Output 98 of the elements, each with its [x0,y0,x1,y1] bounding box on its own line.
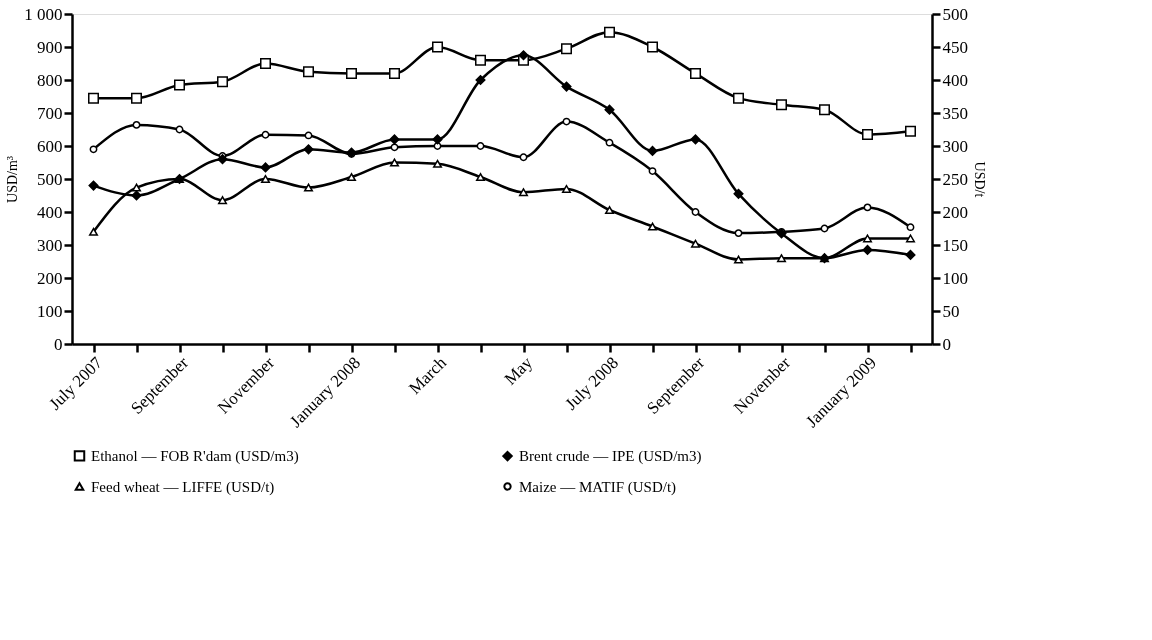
point [261,130,270,139]
point [734,229,743,238]
point [647,41,658,53]
y-tick-label: 200 [37,268,63,288]
point [733,255,744,264]
point [217,76,228,88]
y-tick-label: 100 [37,301,63,321]
point [905,234,916,243]
point [132,120,141,129]
point [647,145,658,156]
point [303,144,314,155]
y2-tick-label: 500 [942,4,968,24]
y2-axis-title: USD/t [972,161,987,198]
y2-tick-label: 250 [942,169,968,189]
point [175,125,184,134]
point [389,134,400,145]
y-tick-label: 0 [54,334,63,354]
x-tick-label: May [500,352,537,389]
y-tick-label: 300 [37,235,63,255]
point [906,223,915,232]
point [304,131,313,140]
point [476,142,485,150]
point [519,153,528,162]
y2-tick-label: 150 [942,235,968,255]
point [776,99,787,111]
point [390,143,399,152]
point [561,43,572,55]
point [217,196,228,205]
point [605,138,614,147]
point [562,117,571,126]
y-tick-label: 600 [37,136,63,156]
point [690,239,701,248]
point [518,50,529,61]
point [862,244,873,255]
point [217,154,228,165]
point [88,227,99,236]
point [260,174,271,184]
y2-tick-label: 350 [942,103,968,123]
y2-tick-label: 200 [942,202,968,222]
y-tick-label: 800 [37,70,63,90]
point [905,249,916,260]
point [131,190,142,201]
point [475,54,486,66]
legend-label: Maize — MATIF (USD/t) [519,478,677,496]
point [733,92,744,104]
point [432,134,443,145]
point [389,67,400,79]
y2-tick-label: 50 [942,301,960,321]
y-tick-label: 700 [37,103,63,123]
y2-tick-label: 0 [942,334,951,354]
point [131,183,142,192]
point [690,67,701,79]
point [88,180,99,191]
point [776,254,787,263]
point [88,92,99,104]
legend-label: Brent crude — IPE (USD/m3) [519,448,702,466]
point [475,74,486,86]
y2-tick-label: 100 [942,268,968,288]
y2-tick-label: 450 [942,37,968,57]
legend-label: Feed wheat — LIFFE (USD/t) [91,478,275,496]
y-tick-label: 400 [37,202,63,222]
point [561,81,572,92]
point [819,104,830,116]
y2-tick-label: 400 [942,70,968,90]
y-tick-label: 1 000 [24,4,63,24]
point [260,58,271,69]
y-axis-title: USD/m³ [5,156,21,203]
point [690,134,701,145]
point [863,203,872,212]
point [648,167,657,175]
point [346,173,357,182]
point [432,159,443,168]
point [647,222,658,231]
point [346,67,357,79]
point [604,104,615,115]
point [174,79,185,91]
point [862,234,873,243]
point [518,188,529,197]
point [604,26,615,38]
point [89,145,98,154]
point [432,41,443,53]
y-tick-label: 500 [37,169,63,189]
point [389,158,400,167]
point [691,208,700,216]
point [905,125,916,137]
point [303,66,314,78]
y-tick-label: 900 [37,37,63,57]
point [604,206,615,215]
point [131,92,142,104]
point [303,183,314,192]
point [260,162,271,173]
point [475,173,486,182]
point [862,128,873,140]
point [820,224,829,233]
legend-label: Ethanol — FOB R'dam (USD/m3) [91,447,299,465]
point [733,188,744,199]
point [561,184,572,193]
y2-tick-label: 300 [942,136,968,156]
